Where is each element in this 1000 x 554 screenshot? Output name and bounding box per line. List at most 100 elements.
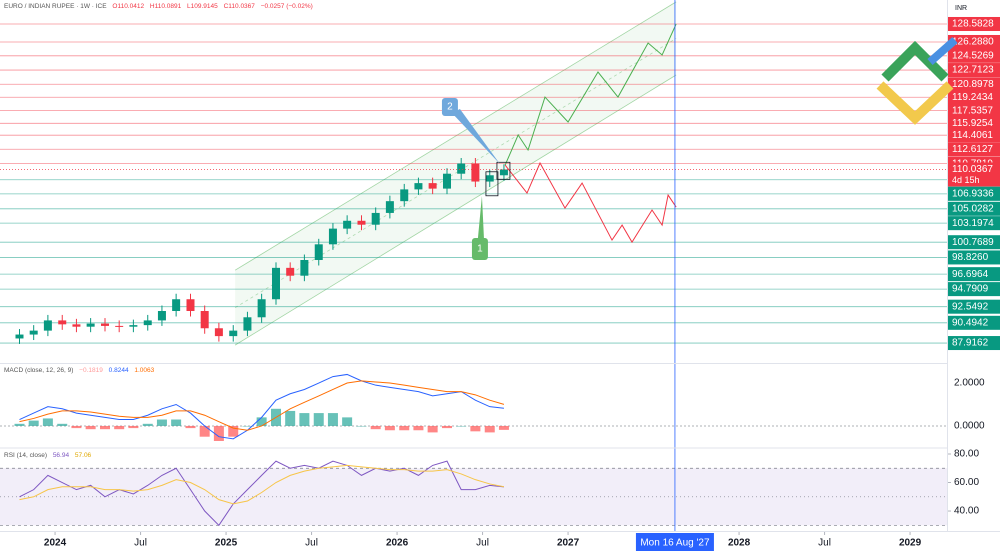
- macd-histogram-bar: [171, 419, 182, 426]
- level-label-bg: [948, 216, 1000, 231]
- channel-lower: [234, 74, 677, 346]
- crosshair-label: Mon 16 Aug '27: [640, 538, 710, 549]
- ohlc-high: H110.0891: [149, 3, 182, 10]
- rsi-line: [19, 460, 504, 527]
- candle-body: [357, 220, 366, 225]
- level-label-bg: [948, 34, 1000, 49]
- level-label: 124.5269: [952, 50, 994, 61]
- channel-upper: [234, 1, 677, 271]
- candle-body: [343, 220, 352, 229]
- level-label: 103.1974: [952, 218, 994, 229]
- candle-body: [300, 260, 309, 276]
- level-label-bg: [948, 186, 1000, 201]
- logo-green: [881, 40, 949, 82]
- candle-body: [428, 183, 437, 189]
- macd-histogram-bar: [470, 425, 481, 432]
- rsi-tick-label: 40.00: [954, 506, 979, 517]
- macd-histogram-bar: [57, 423, 68, 426]
- rsi-value: 56.94: [52, 452, 70, 459]
- x-tick-label: Jul: [476, 538, 489, 549]
- macd-histogram-bar: [484, 425, 495, 433]
- candle-body: [200, 311, 209, 329]
- candle-body: [129, 325, 138, 327]
- macd-histogram-bar: [285, 410, 296, 426]
- level-label: 90.4942: [952, 317, 989, 328]
- rsi-tick-label: 60.00: [954, 477, 979, 488]
- candle-body: [172, 299, 181, 312]
- projection-path: [504, 23, 677, 166]
- level-label: 128.5828: [952, 19, 994, 30]
- candle-body: [457, 163, 466, 174]
- level-label-bg: [948, 282, 1000, 297]
- candle-body: [371, 212, 380, 225]
- background-layer: [0, 1, 951, 535]
- level-label: 115.9254: [952, 118, 993, 129]
- macd-histogram-bar: [327, 413, 338, 426]
- x-tick-label: Jul: [818, 538, 831, 549]
- candle-body: [72, 324, 81, 327]
- level-label-bg: [948, 116, 1000, 131]
- level-label-bg: [948, 201, 1000, 216]
- level-label: 105.0282: [952, 203, 994, 214]
- candle-body: [271, 267, 280, 300]
- macd-histogram-bar: [71, 425, 82, 429]
- macd-histogram-bar: [156, 419, 167, 426]
- candle-body: [400, 189, 409, 202]
- channel-middle: [234, 38, 677, 309]
- currency: INR: [955, 5, 967, 12]
- macd-line: [19, 373, 504, 440]
- candle-body: [485, 175, 494, 182]
- level-label-bg: [948, 90, 1000, 105]
- candle-body: [257, 299, 266, 318]
- callout-label: 2: [447, 102, 453, 113]
- macd-histogram-bar: [142, 423, 153, 426]
- candle-body: [286, 267, 295, 276]
- macd-histogram-bar: [370, 425, 381, 430]
- level-label: 114.4061: [952, 130, 993, 141]
- x-tick-label: 2029: [899, 538, 922, 549]
- candle-body: [100, 323, 109, 326]
- macd-histogram-bar: [356, 425, 367, 427]
- candle-body: [157, 311, 166, 321]
- candle-body: [214, 328, 223, 337]
- logo-yellow: [876, 81, 954, 125]
- macd-histogram-bar: [185, 425, 196, 429]
- logo-arrow: [927, 36, 958, 66]
- level-label: 98.8260: [952, 252, 989, 263]
- rsi-tick-label: 80.00: [954, 449, 979, 460]
- level-label-bg: [948, 63, 1000, 78]
- level-label: 96.6964: [952, 269, 989, 280]
- macd-histogram-bar: [413, 425, 424, 431]
- macd-histogram-bar: [498, 425, 509, 430]
- level-label-bg: [948, 48, 1000, 63]
- callout-pointer: [451, 109, 500, 164]
- callout-label: 1: [477, 244, 483, 255]
- callout: [441, 98, 458, 116]
- symbol: EURO / INDIAN RUPEE · 1W · ICE: [4, 3, 107, 10]
- last-price-label: 110.0367: [952, 164, 993, 175]
- candle-body: [115, 325, 124, 327]
- candle-body: [471, 163, 480, 182]
- signal-value: 1.0063: [134, 367, 155, 374]
- ohlc-low: L109.9145: [187, 3, 218, 10]
- candle-body: [499, 169, 508, 176]
- level-label-bg: [948, 128, 1000, 143]
- x-tick-label: 2028: [728, 538, 751, 549]
- candle-body: [86, 323, 95, 327]
- x-tick-label: 2024: [44, 538, 67, 549]
- candle-body: [43, 320, 52, 331]
- candle-body: [314, 244, 323, 261]
- rsi-line: [19, 464, 505, 505]
- level-label-bg: [948, 103, 1000, 118]
- level-label: 100.7689: [952, 237, 994, 248]
- level-label: 87.9162: [952, 338, 989, 349]
- macd-histogram-bar: [128, 425, 139, 429]
- level-label-bg: [948, 142, 1000, 157]
- level-label: 106.9336: [952, 188, 994, 199]
- level-label: 112.6127: [952, 144, 993, 155]
- macd-histogram-bar: [213, 425, 224, 441]
- macd-histogram-bar: [441, 425, 452, 429]
- callout: [471, 238, 488, 260]
